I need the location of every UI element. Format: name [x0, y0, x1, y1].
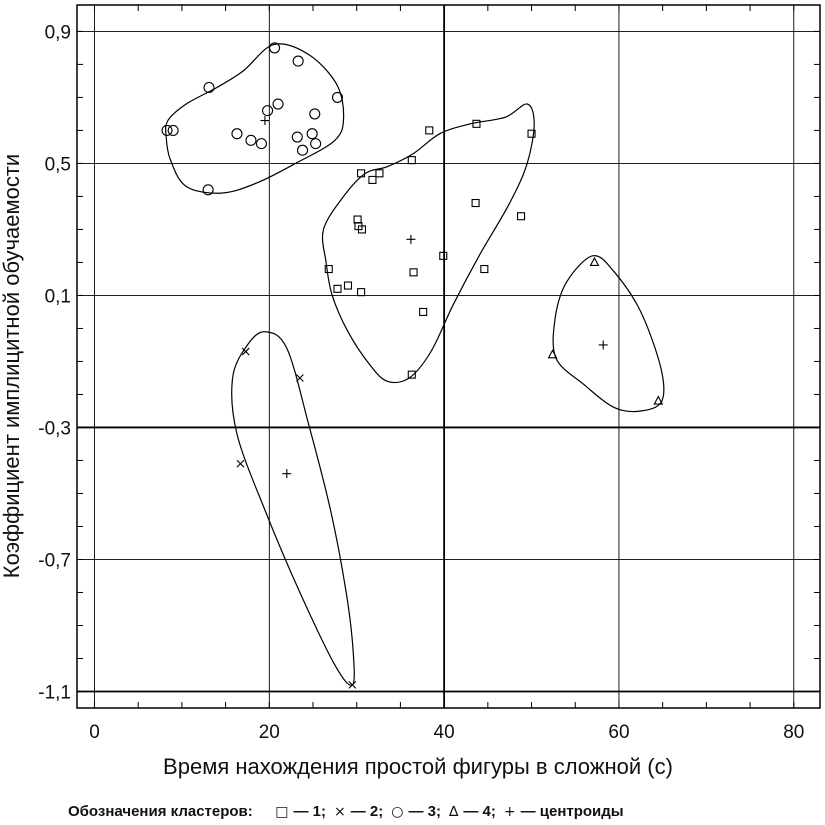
cluster-3-point [231, 128, 243, 140]
cluster-1-point [357, 288, 366, 297]
cluster-1-point [357, 169, 366, 178]
cluster-4-point [547, 349, 558, 359]
centroid-point [406, 234, 416, 244]
cluster-1-point [527, 129, 536, 138]
cluster-3-point [331, 91, 344, 103]
cluster-3-point [291, 131, 303, 143]
cluster-4-point [589, 256, 600, 266]
cluster-3-point [167, 124, 179, 136]
cluster-1-point [375, 169, 384, 178]
cluster-1-point [407, 156, 416, 165]
legend-title: Обозначения кластеров: [68, 803, 253, 820]
legend: Обозначения кластеров: □ — 1; × — 2; ○ — 3; ∆ —… [68, 803, 624, 820]
centroid-point [282, 469, 292, 479]
cluster-1-point [419, 307, 428, 316]
cluster-3-point [269, 42, 281, 54]
cluster-1-point [471, 198, 480, 208]
cluster-3-point [161, 124, 173, 136]
y-tick-labels: 0,9 0,5 0,1 -0,3 -0,7 -1,1 [38, 22, 71, 703]
y-tick-label: 0,9 [45, 22, 71, 43]
cluster-3-point [245, 134, 257, 146]
legend-symbol: × [334, 804, 346, 820]
plot-frame [76, 4, 821, 709]
cluster-2-point [296, 374, 304, 382]
cluster-1-point [353, 215, 362, 224]
cluster-2-outline [231, 331, 355, 686]
cluster-1-point [409, 268, 418, 277]
cluster-3-point [272, 98, 284, 110]
cluster-2-point [241, 347, 250, 356]
cluster-3-point [262, 105, 274, 117]
x-axis-title: Время нахождения простой фигуры в сложно… [163, 754, 673, 779]
x-tick-label: 40 [434, 722, 455, 743]
cluster-1-outline [321, 103, 535, 384]
x-tick-label: 0 [89, 722, 100, 743]
centroid-point [598, 340, 608, 350]
y-tick-label: 0,1 [45, 286, 71, 307]
legend-label: — 3; [408, 803, 441, 820]
cluster-1-point [425, 126, 434, 135]
cluster-1-point [324, 264, 333, 274]
cluster-3-point [296, 144, 309, 156]
legend-symbol: ○ [391, 804, 403, 820]
y-tick-label: 0,5 [45, 154, 71, 175]
y-axis-title: Коэффициент имплицитной обучаемости [0, 154, 24, 578]
cluster-3-point [203, 81, 215, 94]
legend-symbol: + [504, 804, 516, 820]
cluster-4-point [653, 395, 664, 405]
legend-label: — 4; [463, 803, 496, 820]
cluster-2-point [348, 681, 357, 689]
cluster-outlines [165, 43, 665, 686]
y-tick-label: -1,1 [38, 682, 71, 703]
cluster-1-point [407, 370, 416, 379]
cluster-1-point [343, 281, 353, 290]
y-tick-label: -0,7 [38, 550, 71, 571]
x-tick-labels: 0 20 40 60 80 [89, 722, 804, 743]
grid [77, 5, 820, 708]
x-tick-label: 20 [259, 722, 280, 743]
cluster-1-point [439, 251, 448, 260]
cluster-1-point [517, 212, 526, 221]
y-tick-label: -0,3 [38, 418, 71, 439]
x-tick-label: 80 [783, 722, 804, 743]
cluster-4-outline [552, 255, 665, 413]
legend-label: — центроиды [521, 803, 624, 820]
cluster-3-point [306, 128, 318, 140]
centroid-point [260, 116, 270, 126]
x-tick-label: 60 [608, 722, 629, 743]
cluster-3-outline [165, 43, 345, 194]
cluster-1-point [333, 284, 342, 293]
cluster-3-point [202, 184, 214, 196]
cluster-1-point [480, 264, 489, 274]
cluster-2-point [236, 459, 245, 468]
cluster-3-point [255, 138, 267, 150]
cluster-1-point [472, 119, 481, 128]
legend-label: — 2; [351, 803, 384, 820]
legend-label: — 1; [293, 803, 326, 820]
cluster-3-point [292, 55, 304, 67]
cluster-1-point [357, 225, 367, 234]
data-points [161, 42, 664, 689]
legend-symbol: ∆ [448, 804, 459, 820]
cluster-3-point [309, 108, 321, 120]
cluster-1-point [368, 175, 377, 184]
cluster-3-point [310, 138, 322, 150]
legend-symbol: □ [275, 804, 288, 820]
